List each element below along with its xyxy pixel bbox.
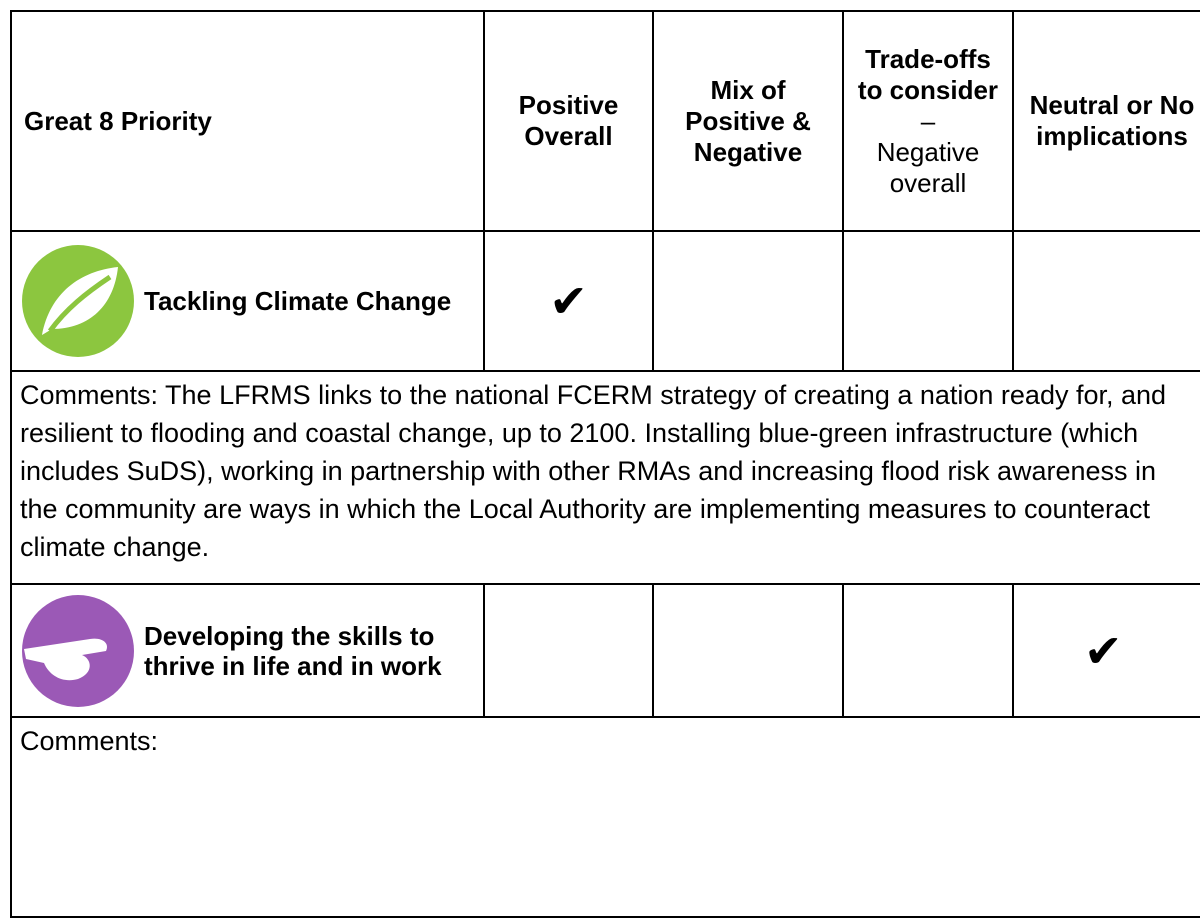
check-cell: ✔ xyxy=(1012,583,1200,718)
comments-text: Comments: xyxy=(20,726,159,756)
header-text: Trade-offs to consider xyxy=(857,43,999,105)
header-dash: – xyxy=(920,105,936,136)
priority: Tackling Climate Change xyxy=(20,243,475,359)
header-note: Negative overall xyxy=(876,136,980,198)
priority-cell: Developing the skills to thrive in life … xyxy=(10,583,485,718)
table-wrap: Great 8 Priority Positive Overall Mix of… xyxy=(10,10,1200,918)
comments-text: Comments: The LFRMS links to the nationa… xyxy=(20,380,1167,562)
check-cell: ✔ xyxy=(483,230,654,372)
header-cell: Mix of Positive & Negative xyxy=(652,10,844,232)
check-cell xyxy=(652,583,844,718)
climate-icon xyxy=(22,245,134,357)
priority-row: Developing the skills to thrive in life … xyxy=(10,583,1200,718)
comments: Comments: The LFRMS links to the nationa… xyxy=(10,370,1200,585)
header-row: Great 8 Priority Positive Overall Mix of… xyxy=(10,10,1200,232)
header-cell: Positive Overall xyxy=(483,10,654,232)
check-cell xyxy=(652,230,844,372)
check-cell xyxy=(842,230,1014,372)
header-cell: Neutral or No implications xyxy=(1012,10,1200,232)
check-cell xyxy=(842,583,1014,718)
comment-row: Comments: The LFRMS links to the nationa… xyxy=(10,370,1200,585)
priority: Developing the skills to thrive in life … xyxy=(20,593,475,709)
header-cell: Trade-offs to consider – Negative overal… xyxy=(842,10,1014,232)
skills-icon xyxy=(22,594,134,707)
priority-row: Tackling Climate Change ✔ xyxy=(10,230,1200,372)
page: Great 8 Priority Positive Overall Mix of… xyxy=(10,10,1200,918)
priority-text: Tackling Climate Change xyxy=(144,286,452,316)
comment-row: Comments: xyxy=(10,716,1200,918)
check-cell xyxy=(483,583,654,718)
header-text: Neutral or No implications xyxy=(1029,90,1195,151)
priority-table: Great 8 Priority Positive Overall Mix of… xyxy=(10,10,1200,918)
header-cell: Great 8 Priority xyxy=(10,10,485,232)
priority-cell: Tackling Climate Change xyxy=(10,230,485,372)
priority-text: Developing the skills to thrive in life … xyxy=(144,620,442,681)
comments: Comments: xyxy=(10,716,1200,918)
check-cell xyxy=(1012,230,1200,372)
